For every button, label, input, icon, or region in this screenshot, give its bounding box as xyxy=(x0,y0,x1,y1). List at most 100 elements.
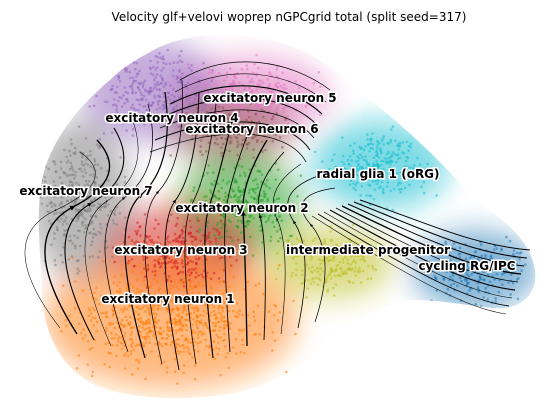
cell-point xyxy=(159,247,162,251)
cell-point xyxy=(84,179,88,183)
cell-point xyxy=(194,320,197,324)
cell-point xyxy=(260,180,263,184)
cell-point xyxy=(121,57,124,61)
cell-point xyxy=(247,135,250,139)
cell-point xyxy=(177,125,180,129)
cell-point xyxy=(227,180,231,183)
cell-point xyxy=(171,108,175,111)
cell-point xyxy=(187,268,191,272)
cell-point xyxy=(212,340,216,344)
cell-point xyxy=(95,286,98,290)
cell-point xyxy=(86,183,89,186)
cell-point xyxy=(59,160,63,164)
cell-point xyxy=(68,184,71,188)
cell-point xyxy=(224,105,227,109)
cell-point xyxy=(450,304,454,307)
cell-point xyxy=(422,191,426,195)
cell-point xyxy=(306,287,310,290)
cell-point xyxy=(180,232,183,236)
cell-point xyxy=(40,202,44,206)
cell-point xyxy=(201,108,205,112)
cell-point xyxy=(243,328,246,332)
cell-point xyxy=(495,272,499,276)
cell-point xyxy=(142,94,146,98)
cell-point xyxy=(210,79,213,83)
cell-point xyxy=(488,280,492,284)
cell-point xyxy=(205,325,209,328)
cell-point xyxy=(255,198,259,202)
cell-point xyxy=(120,336,123,339)
cell-point xyxy=(174,224,178,227)
cell-point xyxy=(162,85,166,88)
cell-point xyxy=(246,75,250,78)
cell-point xyxy=(93,163,97,167)
cell-point xyxy=(227,309,231,313)
cell-point xyxy=(131,91,134,94)
cell-point xyxy=(248,168,252,171)
cell-point xyxy=(155,88,159,91)
cell-point xyxy=(175,249,178,252)
cell-point xyxy=(76,236,79,239)
cell-point xyxy=(251,188,255,191)
cell-point xyxy=(176,236,180,240)
cell-point xyxy=(191,133,195,136)
cell-point xyxy=(212,309,216,313)
cell-point xyxy=(270,91,273,94)
cell-point xyxy=(261,207,265,210)
cell-point xyxy=(202,309,205,313)
cell-point xyxy=(154,218,157,222)
cell-point xyxy=(185,313,189,316)
cell-point xyxy=(256,186,260,189)
cell-point xyxy=(240,253,243,256)
cell-point xyxy=(118,95,121,99)
cell-point xyxy=(137,312,141,316)
cell-point xyxy=(401,141,405,144)
cell-point xyxy=(84,227,88,230)
cell-point xyxy=(236,219,240,222)
cell-point xyxy=(178,70,181,73)
cell-point xyxy=(65,161,69,164)
cell-point xyxy=(217,207,221,211)
cell-point xyxy=(373,174,377,177)
cell-point xyxy=(264,148,267,152)
cell-point xyxy=(269,131,272,135)
cell-point xyxy=(326,290,329,293)
cell-point xyxy=(349,263,352,266)
cell-point xyxy=(349,179,353,182)
cell-point xyxy=(59,211,62,214)
cell-point xyxy=(153,94,156,97)
cell-point xyxy=(275,75,279,78)
cell-point xyxy=(202,195,206,199)
cell-point xyxy=(239,106,243,109)
cell-point xyxy=(196,309,200,313)
cell-point xyxy=(201,275,205,279)
cell-point xyxy=(50,191,54,195)
cell-point xyxy=(330,158,334,162)
cell-point xyxy=(156,307,160,311)
cell-point xyxy=(179,280,182,284)
cell-point xyxy=(91,204,95,208)
cell-point xyxy=(187,232,191,236)
cell-point xyxy=(193,186,196,189)
cell-point xyxy=(173,358,177,361)
cell-point xyxy=(214,196,218,199)
cell-point xyxy=(386,181,390,184)
cell-point xyxy=(140,93,144,97)
cell-point xyxy=(115,205,119,209)
cell-point xyxy=(74,306,77,310)
cell-point xyxy=(224,130,227,133)
cell-point xyxy=(120,319,124,322)
cell-point xyxy=(217,233,221,237)
cell-point xyxy=(219,268,223,271)
cell-point xyxy=(74,174,77,177)
cell-point xyxy=(275,108,278,111)
cell-point xyxy=(254,187,257,191)
cell-point xyxy=(380,168,383,171)
cell-point xyxy=(228,135,232,138)
cell-point xyxy=(229,67,232,70)
cell-point xyxy=(248,80,251,83)
cell-point xyxy=(165,320,169,324)
cell-point xyxy=(402,152,406,155)
cell-point xyxy=(257,79,261,82)
cell-point xyxy=(107,179,110,182)
